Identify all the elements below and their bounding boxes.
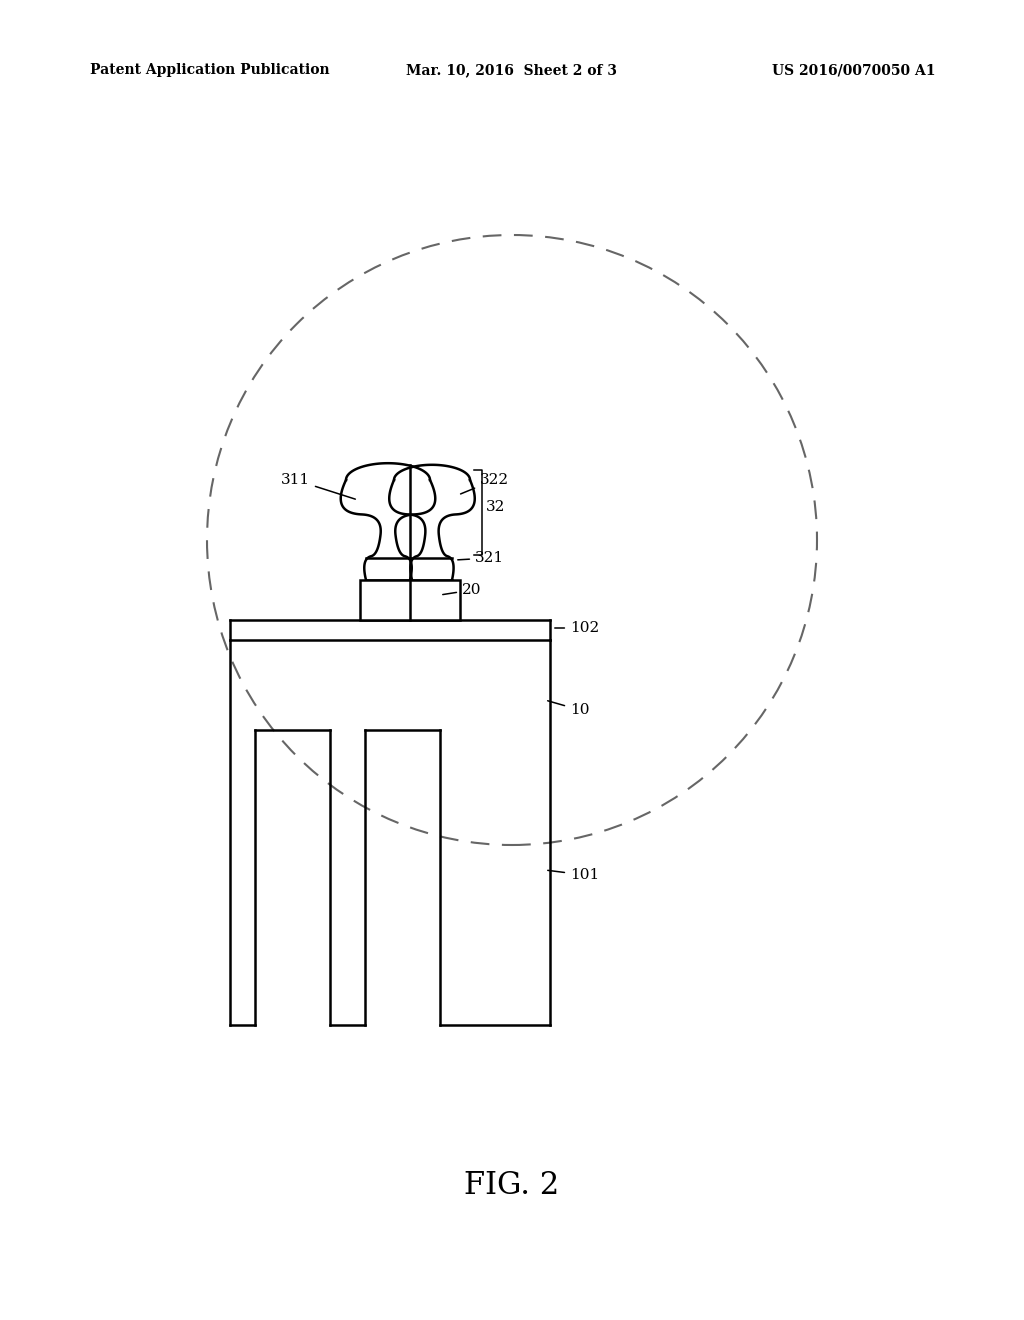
Text: 20: 20 [442,583,481,597]
Text: US 2016/0070050 A1: US 2016/0070050 A1 [771,63,935,77]
Text: 311: 311 [281,473,355,499]
Text: Mar. 10, 2016  Sheet 2 of 3: Mar. 10, 2016 Sheet 2 of 3 [407,63,617,77]
Text: 10: 10 [548,701,590,717]
Text: 321: 321 [458,550,504,565]
Text: 102: 102 [555,620,599,635]
Text: 101: 101 [548,869,599,882]
Text: 32: 32 [486,500,506,513]
Text: Patent Application Publication: Patent Application Publication [90,63,330,77]
Text: 322: 322 [461,473,509,494]
Bar [360,579,460,620]
Text: FIG. 2: FIG. 2 [464,1170,560,1200]
